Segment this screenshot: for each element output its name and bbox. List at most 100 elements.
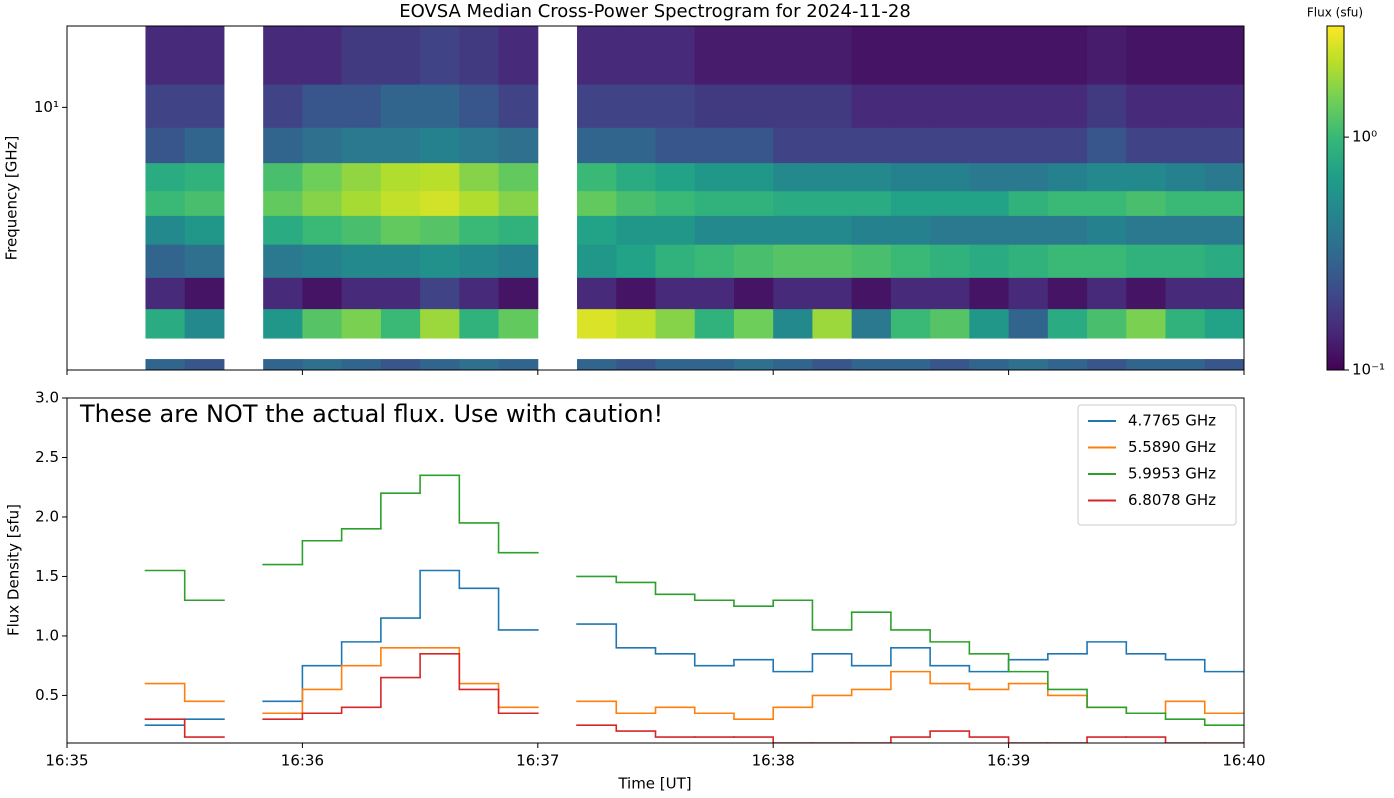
heatmap-cell: [420, 277, 460, 310]
heatmap-cell: [459, 84, 500, 128]
heatmap-cell: [184, 277, 225, 310]
heatmap-cell: [655, 127, 696, 164]
heatmap-cell: [616, 84, 656, 128]
x-tick-label: 16:36: [281, 752, 324, 770]
heatmap-cell: [812, 84, 853, 128]
heatmap-cell: [420, 127, 460, 164]
heatmap-cell: [1047, 359, 1088, 370]
heatmap-cell: [380, 84, 421, 128]
heatmap-cell: [773, 308, 813, 339]
heatmap-cell: [969, 190, 1010, 216]
heatmap-cell: [930, 244, 970, 278]
heatmap-cell: [341, 84, 382, 128]
heatmap-cell: [459, 308, 500, 339]
heatmap-cell: [1087, 277, 1127, 310]
heatmap-cell: [655, 277, 696, 310]
heatmap-cell: [263, 162, 303, 192]
axes-frame: [66, 397, 1245, 744]
heatmap-cell: [733, 308, 774, 339]
heatmap-cell: [1047, 277, 1088, 310]
heatmap-cell: [851, 359, 892, 370]
heatmap-cell: [890, 308, 931, 339]
heatmap-cell: [184, 162, 225, 192]
heatmap-cell: [655, 162, 696, 192]
heatmap-cell: [694, 308, 735, 339]
heatmap-cell: [1126, 215, 1167, 245]
heatmap-cell: [1126, 277, 1167, 310]
heatmap-cell: [890, 215, 931, 245]
heatmap-cell: [184, 215, 225, 245]
heatmap-cell: [694, 26, 735, 85]
heatmap-cell: [1008, 215, 1049, 245]
heatmap-cell: [263, 190, 303, 216]
heatmap-cell: [851, 84, 892, 128]
heatmap-cell: [302, 359, 343, 370]
heatmap-cell: [616, 277, 656, 310]
heatmap-cell: [302, 190, 343, 216]
heatmap-cell: [930, 215, 970, 245]
heatmap-cell: [498, 84, 539, 128]
y-tick-label: 2.0: [35, 507, 59, 525]
heatmap-cell: [1047, 26, 1088, 85]
heatmap-cell: [1165, 127, 1206, 164]
heatmap-cell: [184, 308, 225, 339]
heatmap-cell: [459, 162, 500, 192]
heatmap-cell: [890, 26, 931, 85]
legend-label: 4.7765 GHz: [1128, 412, 1216, 430]
heatmap-cell: [263, 308, 303, 339]
heatmap-cell: [773, 277, 813, 310]
heatmap-cell: [851, 190, 892, 216]
y-tick-label: 0.5: [35, 686, 59, 704]
heatmap-cell: [969, 277, 1010, 310]
heatmap-cell: [773, 215, 813, 245]
colorbar-tick-label: 10⁰: [1352, 128, 1377, 146]
heatmap-cell: [341, 26, 382, 85]
heatmap-cell: [459, 215, 500, 245]
heatmap-cell: [655, 26, 696, 85]
heatmap-cell: [420, 162, 460, 192]
heatmap-cell: [184, 26, 225, 85]
heatmap-cell: [733, 84, 774, 128]
heatmap-cell: [694, 190, 735, 216]
heatmap-cell: [380, 308, 421, 339]
heatmap-cell: [773, 162, 813, 192]
heatmap-cell: [1126, 308, 1167, 339]
heatmap-cell: [145, 190, 186, 216]
chart-title: EOVSA Median Cross-Power Spectrogram for…: [399, 1, 911, 22]
heatmap-cell: [616, 244, 656, 278]
heatmap-cell: [1126, 359, 1167, 370]
heatmap-cell: [930, 127, 970, 164]
heatmap-cell: [1165, 190, 1206, 216]
colorbar-label: Flux (sfu): [1307, 6, 1363, 20]
heatmap-cell: [145, 84, 186, 128]
heatmap-cell: [851, 308, 892, 339]
heatmap-cell: [1165, 26, 1206, 85]
heatmap-cell: [694, 127, 735, 164]
heatmap-cell: [812, 190, 853, 216]
heatmap-cell: [498, 26, 539, 85]
heatmap-cell: [145, 244, 186, 278]
heatmap-cell: [1087, 190, 1127, 216]
heatmap-cell: [930, 359, 970, 370]
heatmap-cell: [969, 359, 1010, 370]
heatmap-cell: [459, 359, 500, 370]
x-tick-label: 16:40: [1222, 752, 1265, 770]
heatmap-cell: [498, 162, 539, 192]
heatmap-cell: [616, 215, 656, 245]
heatmap-cell: [498, 127, 539, 164]
heatmap-cell: [851, 127, 892, 164]
heatmap-cell: [616, 127, 656, 164]
heatmap-cell: [145, 127, 186, 164]
heatmap-cell: [812, 26, 853, 85]
heatmap-cell: [1204, 162, 1244, 192]
heatmap-cell: [969, 84, 1010, 128]
heatmap-cell: [263, 277, 303, 310]
heatmap-cell: [851, 277, 892, 310]
heatmap-cell: [420, 244, 460, 278]
annotation: These are NOT the actual flux. Use with …: [79, 400, 663, 428]
heatmap-cell: [1008, 359, 1049, 370]
heatmap-cell: [380, 359, 421, 370]
heatmap-cell: [1204, 190, 1244, 216]
heatmap-cell: [459, 127, 500, 164]
heatmap-cell: [145, 162, 186, 192]
